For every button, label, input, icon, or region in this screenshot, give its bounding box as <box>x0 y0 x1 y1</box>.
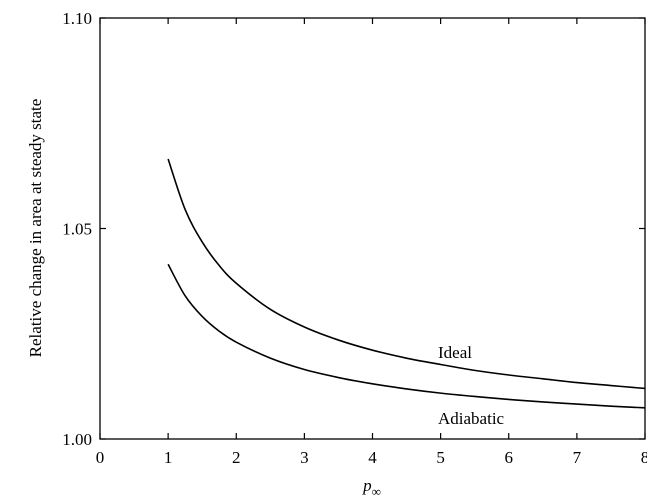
y-tick-label-0: 1.00 <box>62 430 92 449</box>
x-axis-title-main: p <box>362 476 372 495</box>
x-tick-label-3: 3 <box>300 448 309 467</box>
series-label-ideal: Ideal <box>438 343 472 362</box>
x-tick-label-7: 7 <box>573 448 582 467</box>
x-tick-label-5: 5 <box>436 448 445 467</box>
y-tick-label-1: 1.05 <box>62 220 92 239</box>
series-label-adiabatic: Adiabatic <box>438 409 505 428</box>
x-axis-title-subscript: ∞ <box>372 484 381 499</box>
x-tick-label-4: 4 <box>368 448 377 467</box>
plot-frame <box>99 17 646 440</box>
curves-layer <box>167 158 646 409</box>
series-line-adiabatic <box>167 263 646 409</box>
x-tick-label-1: 1 <box>164 448 173 467</box>
x-tick-label-8: 8 <box>641 448 647 467</box>
x-axis-title: p∞ <box>362 476 381 499</box>
series-line-ideal <box>167 158 646 390</box>
x-tick-label-6: 6 <box>505 448 514 467</box>
x-tick-label-2: 2 <box>232 448 241 467</box>
x-tick-label-0: 0 <box>96 448 105 467</box>
y-axis-title: Relative change in area at steady state <box>26 99 45 358</box>
labels-layer: 0 1 2 3 4 5 6 7 8 1.00 1.05 1.10 Ideal Adiabatic <box>62 9 647 467</box>
y-tick-label-2: 1.10 <box>62 9 92 28</box>
ticks-layer <box>99 17 646 440</box>
